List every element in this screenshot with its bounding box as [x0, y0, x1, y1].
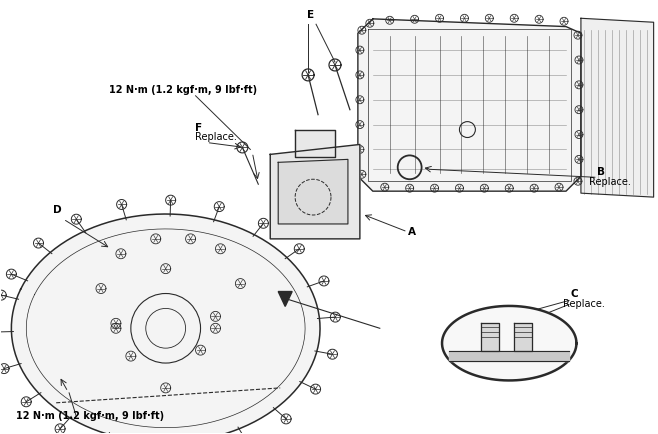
Polygon shape	[442, 306, 576, 381]
Polygon shape	[514, 324, 532, 352]
Text: C: C	[571, 289, 578, 299]
Polygon shape	[278, 292, 292, 307]
Text: Replace.: Replace.	[563, 299, 605, 309]
Text: 12 N·m (1.2 kgf·m, 9 lbf·ft): 12 N·m (1.2 kgf·m, 9 lbf·ft)	[109, 85, 257, 95]
Polygon shape	[482, 324, 499, 352]
Text: A: A	[408, 227, 416, 237]
Text: D: D	[53, 204, 62, 214]
Text: B: B	[597, 167, 605, 177]
Text: Replace.: Replace.	[589, 177, 631, 187]
Polygon shape	[295, 130, 335, 158]
Polygon shape	[358, 20, 581, 192]
Text: F: F	[195, 122, 202, 132]
Polygon shape	[581, 19, 653, 197]
Polygon shape	[270, 145, 360, 239]
Text: 12 N·m (1.2 kgf·m, 9 lbf·ft): 12 N·m (1.2 kgf·m, 9 lbf·ft)	[16, 410, 164, 420]
Text: Replace.: Replace.	[195, 132, 236, 142]
Text: E: E	[307, 10, 315, 20]
Polygon shape	[449, 352, 569, 361]
Polygon shape	[278, 160, 348, 224]
Polygon shape	[11, 214, 320, 434]
